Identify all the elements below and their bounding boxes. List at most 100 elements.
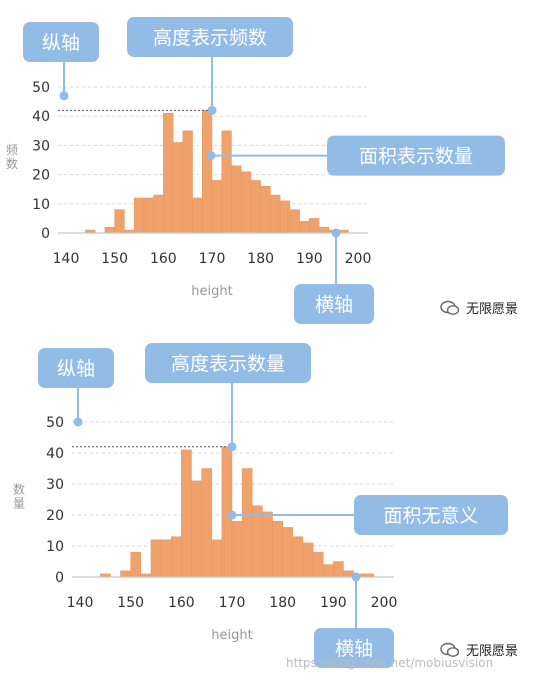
histogram-bottom: 0 10 20 30 40 50 140 150 160 170 180 190 200 height 数量… — [13, 343, 508, 668]
bar-148 — [120, 570, 131, 578]
y-axis-callout-text: 纵轴 — [57, 358, 95, 380]
bar-178 — [272, 520, 283, 578]
x-tick-label-200: 200 — [371, 595, 398, 611]
y-axis-callout-text: 纵轴 — [42, 32, 80, 54]
x-axis-marker — [351, 572, 361, 582]
bar-178 — [250, 180, 261, 234]
y-axis-label: 数量 — [13, 481, 25, 510]
bar-172 — [221, 130, 232, 234]
area-callout: 面积表示数量 — [327, 135, 505, 176]
y-tick-label-10: 10 — [46, 539, 64, 555]
y-axis-marker — [73, 417, 83, 427]
x-tick-label-180: 180 — [247, 251, 274, 267]
histogram-top: 0 10 20 30 40 50 140 150 160 170 180 190 200 height 频数… — [6, 17, 505, 324]
area-callout: 面积无意义 — [354, 495, 508, 535]
area-marker — [206, 151, 216, 161]
bar-188 — [322, 564, 334, 578]
x-tick-label-150: 150 — [117, 595, 144, 611]
bar-184 — [279, 200, 291, 234]
bar-150 — [130, 551, 142, 578]
bar-160 — [181, 449, 192, 578]
y-tick-label-50: 50 — [46, 415, 64, 431]
bar-158 — [153, 194, 164, 234]
bar-174 — [252, 505, 263, 578]
bar-180 — [282, 527, 294, 578]
bar-182 — [292, 536, 304, 578]
x-axis-label: height — [191, 284, 232, 299]
y-tick-label-50: 50 — [32, 80, 50, 96]
bar-166 — [211, 539, 223, 578]
x-axis-callout-text: 横轴 — [315, 294, 353, 316]
bar-186 — [312, 551, 324, 578]
bar-height-callout-text: 高度表示频数 — [153, 27, 267, 49]
bar-176 — [240, 171, 252, 234]
bar-162 — [191, 480, 202, 578]
y-tick-label-0: 0 — [41, 226, 50, 242]
bar-150 — [114, 209, 125, 234]
y-tick-label-20: 20 — [46, 508, 64, 524]
bar-height-callout: 高度表示频数 — [127, 17, 293, 57]
bar-156 — [160, 539, 172, 578]
x-axis-label: height — [211, 628, 252, 643]
bar-168 — [202, 110, 213, 234]
y-axis-label: 频数 — [6, 143, 18, 171]
wechat-icon — [440, 642, 460, 657]
bar-160 — [163, 113, 174, 234]
x-tick-label-190: 190 — [296, 251, 323, 267]
bar-192 — [318, 226, 330, 234]
wechat-icon — [440, 300, 460, 315]
bar-height-marker — [207, 105, 217, 115]
y-tick-label-10: 10 — [32, 197, 50, 213]
bar-height-callout-box — [145, 343, 311, 383]
area-callout-text: 面积无意义 — [383, 505, 478, 527]
brand-watermark-bottom: 无限愿景 — [440, 640, 518, 659]
x-tick-label-160: 160 — [150, 251, 177, 267]
bar-height-callout-box — [127, 17, 293, 57]
x-tick-label-140: 140 — [67, 595, 94, 611]
y-tick-label-40: 40 — [46, 446, 64, 462]
x-tick-label-190: 190 — [320, 595, 347, 611]
bar-164 — [201, 468, 212, 578]
bar-170 — [211, 180, 222, 234]
bar-182 — [270, 194, 281, 234]
bar-158 — [170, 536, 182, 578]
brand-watermark-top: 无限愿景 — [440, 298, 518, 317]
x-tick-label-140: 140 — [53, 251, 80, 267]
bar-188 — [299, 221, 310, 234]
bar-176 — [262, 511, 273, 578]
y-tick-label-30: 30 — [32, 138, 50, 154]
area-callout-text: 面积表示数量 — [359, 146, 473, 168]
x-tick-label-200: 200 — [345, 251, 372, 267]
brand-name-top: 无限愿景 — [466, 302, 519, 317]
bar-174 — [231, 165, 242, 234]
bar-height-marker — [227, 442, 237, 452]
bar-162 — [172, 142, 184, 234]
area-callout-box — [327, 135, 505, 176]
bar-156 — [143, 197, 154, 234]
bar-190 — [333, 561, 344, 578]
x-axis-callout-box — [314, 628, 394, 668]
bar-184 — [302, 542, 314, 578]
y-tick-label-40: 40 — [32, 109, 50, 125]
bar-180 — [260, 186, 271, 234]
x-axis-callout-text: 横轴 — [335, 638, 373, 660]
url-watermark: https://blog.csdn.net/mobiusvision — [286, 656, 494, 670]
x-tick-label-170: 170 — [219, 595, 246, 611]
x-tick-label-180: 180 — [269, 595, 296, 611]
bar-148 — [104, 226, 115, 234]
bar-154 — [150, 539, 162, 578]
x-axis-callout: 横轴 — [314, 628, 394, 668]
x-axis-callout: 横轴 — [294, 284, 374, 324]
x-axis-callout-box — [294, 284, 374, 324]
y-axis-callout: 纵轴 — [23, 22, 99, 62]
x-tick-label-170: 170 — [199, 251, 226, 267]
bar-height-callout: 高度表示数量 — [145, 343, 311, 383]
x-tick-label-150: 150 — [101, 251, 128, 267]
y-axis-callout-box — [23, 22, 99, 62]
y-axis-callout: 纵轴 — [38, 348, 114, 388]
bar-172 — [241, 468, 253, 578]
bar-170 — [231, 520, 243, 578]
x-axis-marker — [331, 228, 341, 238]
y-axis-marker — [59, 91, 69, 101]
